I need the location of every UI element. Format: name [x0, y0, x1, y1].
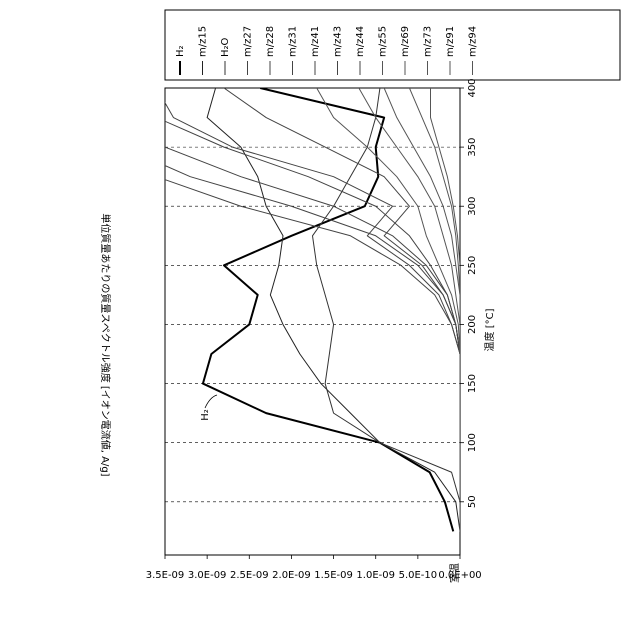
x-tick-label: 100 [467, 433, 478, 452]
legend-box [165, 10, 620, 80]
y-tick-label: 1.0E-09 [356, 570, 395, 581]
y-tick-label: 5.0E-10 [399, 570, 438, 581]
y-tick-label: 3.5E-09 [146, 570, 185, 581]
x-tick-label: 250 [467, 256, 478, 275]
x-tick-label: 150 [467, 374, 478, 393]
legend-label: m/z94 [468, 26, 479, 57]
legend-label: H₂O [220, 37, 231, 57]
legend-label: H₂ [175, 45, 186, 57]
y-tick-label: 2.5E-09 [230, 570, 269, 581]
rotated-chart: 温度 [°C] 単位質量あたりの質量スペクトル強度 [イオン電流値, A/g] … [99, 10, 620, 583]
annotation-leader [205, 395, 217, 408]
series-line [123, 88, 460, 531]
x-tick-label: 350 [467, 138, 478, 157]
curve-annotation: H₂ [200, 409, 211, 421]
y-tick-label: 2.0E-09 [272, 570, 311, 581]
x-tick-label: 50 [467, 495, 478, 508]
series-line [203, 88, 453, 531]
y-axis-label: 単位質量あたりの質量スペクトル強度 [イオン電流値, A/g] [99, 213, 112, 476]
y-tick-label: 1.5E-09 [314, 570, 353, 581]
legend-label: m/z69 [400, 26, 411, 57]
legend-label: m/z41 [310, 26, 321, 57]
x-tick-label: 300 [467, 197, 478, 216]
series-line [313, 88, 461, 531]
legend-label: m/z43 [333, 26, 344, 57]
series-group [123, 88, 460, 531]
legend-label: m/z15 [198, 26, 209, 57]
legend-label: m/z55 [378, 26, 389, 57]
series-line [123, 88, 460, 531]
legend-label: m/z73 [423, 26, 434, 57]
legend-label: m/z31 [288, 26, 299, 57]
plot-frame [165, 88, 460, 555]
x-axis-label: 温度 [°C] [483, 308, 496, 351]
chart: 温度 [°C] 単位質量あたりの質量スペクトル強度 [イオン電流値, A/g] … [0, 0, 640, 640]
series-line [157, 88, 460, 531]
legend-label: m/z27 [243, 26, 254, 57]
legend-label: m/z28 [265, 26, 276, 57]
series-line [123, 88, 460, 531]
legend-label: m/z91 [445, 26, 456, 57]
series-line [384, 88, 460, 531]
series-line [317, 88, 460, 531]
legend-label: m/z44 [355, 26, 366, 57]
y-tick-label: 0.0E+00 [438, 570, 481, 581]
series-line [123, 88, 460, 531]
x-tick-label: 200 [467, 315, 478, 334]
x-tick-label: 400 [467, 78, 478, 97]
y-tick-label: 3.0E-09 [188, 570, 227, 581]
